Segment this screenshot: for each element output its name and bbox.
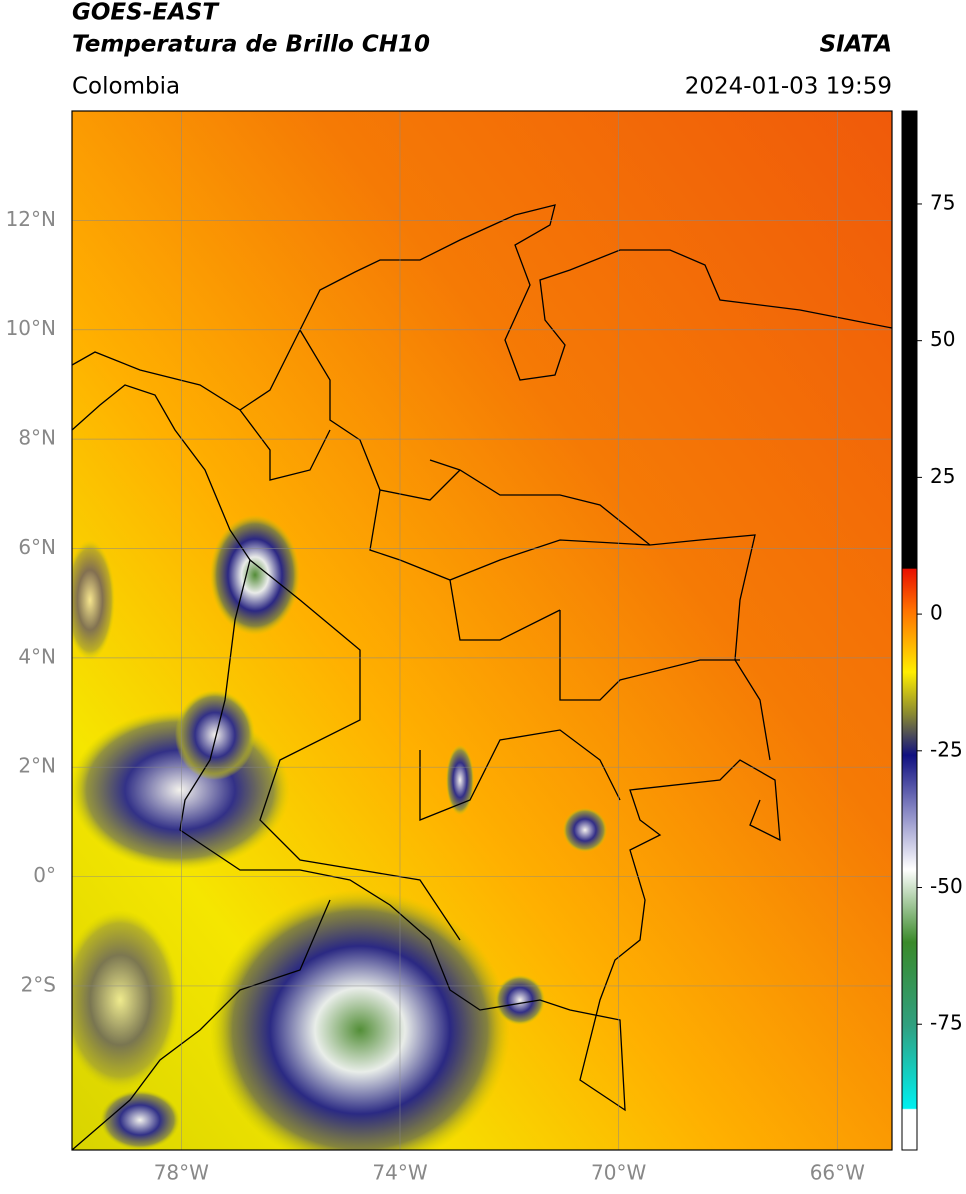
y-tick-label: 8°N xyxy=(18,426,56,450)
colorbar-tick-label: 0 xyxy=(930,601,943,625)
colorbar xyxy=(901,110,918,1151)
y-tick-label: 10°N xyxy=(6,316,56,340)
colorbar-tick-label: 25 xyxy=(930,464,955,488)
map-frame xyxy=(71,110,893,1151)
colorbar-tick-label: -75 xyxy=(930,1011,963,1035)
colorbar-tick-label: 50 xyxy=(930,327,955,351)
x-tick-label: 78°W xyxy=(154,1161,209,1185)
map xyxy=(72,111,892,1150)
x-tick-label: 66°W xyxy=(810,1161,865,1185)
colorbar-tick-label: -50 xyxy=(930,874,963,898)
subtitle: Temperatura de Brillo CH10 xyxy=(72,32,430,58)
y-tick-label: 6°N xyxy=(18,535,56,559)
region: Colombia xyxy=(72,74,180,100)
y-tick-label: 2°N xyxy=(18,754,56,778)
clouds xyxy=(72,515,607,1150)
y-tick-label: 0° xyxy=(33,863,56,887)
title: GOES-EAST xyxy=(72,0,220,26)
x-tick-label: 70°W xyxy=(591,1161,646,1185)
source: SIATA xyxy=(820,32,892,58)
colorbar-tick-label: -25 xyxy=(930,737,963,761)
colorbar-tick-label: 75 xyxy=(930,190,955,214)
timestamp: 2024-01-03 19:59 xyxy=(685,74,892,100)
y-tick-label: 4°N xyxy=(18,644,56,668)
x-tick-label: 74°W xyxy=(372,1161,427,1185)
y-tick-label: 12°N xyxy=(6,207,56,231)
y-tick-label: 2°S xyxy=(21,972,56,996)
borders xyxy=(72,204,892,1150)
